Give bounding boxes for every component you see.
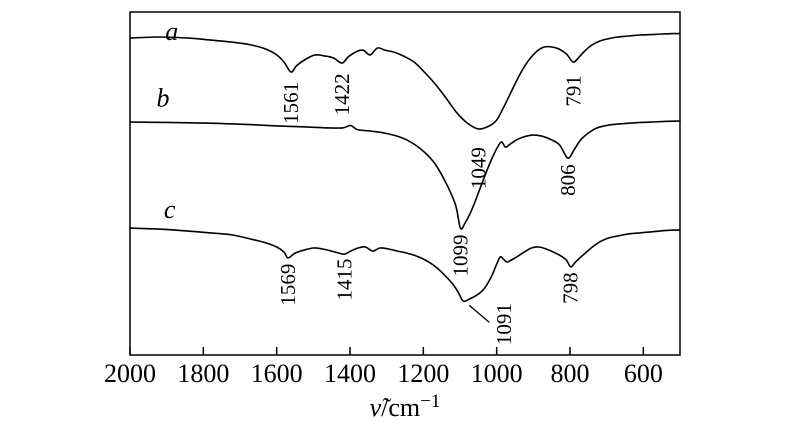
spectrum-curve-c [129, 227, 681, 303]
peak-wavenumber-label: 1049 [467, 147, 491, 189]
curve-letter-label-a: a [165, 17, 178, 46]
peak-wavenumber-label: 806 [556, 164, 580, 196]
x-axis-tick-label: 1400 [324, 359, 376, 388]
peak-wavenumber-label: 1415 [333, 259, 357, 301]
peak-wavenumber-label: 1422 [330, 73, 354, 115]
x-axis-tick-label: 1600 [251, 359, 303, 388]
peak-wavenumber-label: 798 [559, 272, 583, 304]
x-axis-tick-label: 800 [551, 359, 590, 388]
x-axis-tick-label: 2000 [104, 359, 156, 388]
peak-leader-line [468, 304, 490, 323]
plot-frame [129, 11, 681, 356]
peak-wavenumber-label: 1099 [448, 235, 472, 277]
x-axis-tick-label: 1000 [471, 359, 523, 388]
peak-wavenumber-label: 1091 [492, 303, 516, 345]
peak-wavenumber-label: 1569 [276, 264, 300, 306]
curve-letter-label-b: b [157, 83, 170, 112]
x-axis-tick-label: 1200 [397, 359, 449, 388]
peak-wavenumber-label: 791 [561, 75, 585, 107]
curve-letter-label-c: c [164, 195, 176, 224]
x-axis-title-unit: /cm [381, 393, 420, 422]
x-axis-title-exponent: −1 [420, 391, 440, 412]
x-axis-tick-label: 1800 [177, 359, 229, 388]
peak-wavenumber-label: 1561 [279, 82, 303, 124]
x-axis-title: ν̃/cm−1 [370, 391, 441, 422]
spectrum-curve-b [129, 120, 681, 230]
spectrum-curve-a [129, 32, 681, 130]
x-axis-tick-label: 600 [624, 359, 663, 388]
